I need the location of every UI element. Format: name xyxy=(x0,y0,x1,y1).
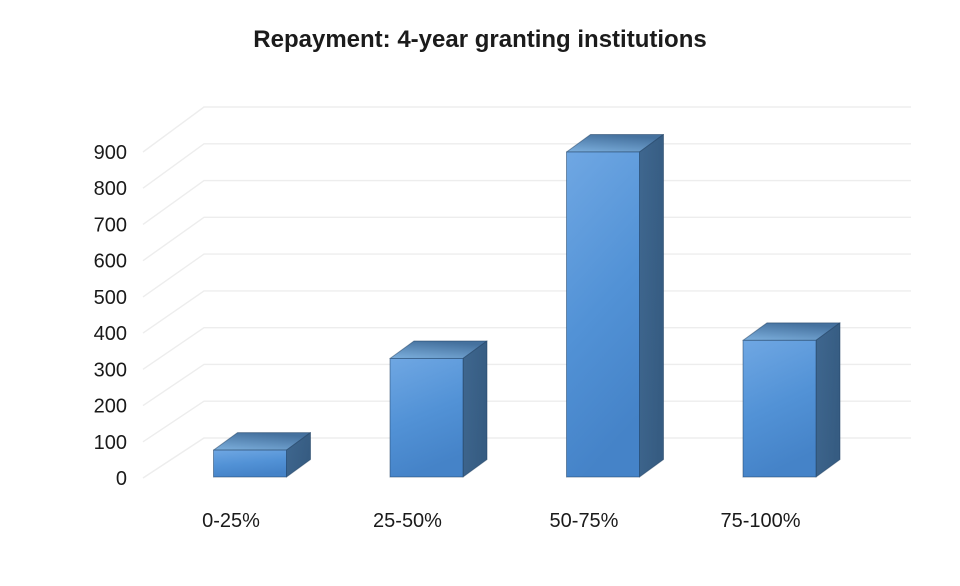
y-axis-tick-label: 300 xyxy=(94,359,127,381)
bar-50-75%[interactable] xyxy=(566,134,664,478)
chart-title: Repayment: 4-year granting institutions xyxy=(253,26,707,53)
bar-front-face[interactable] xyxy=(213,449,287,478)
x-axis-category-label: 75-100% xyxy=(720,510,800,532)
grid-line-600 xyxy=(142,216,911,262)
bar-side-face[interactable] xyxy=(639,134,664,478)
grid-line-900 xyxy=(142,106,911,153)
grid-line-100 xyxy=(142,400,911,443)
bar-front-face[interactable] xyxy=(566,151,640,478)
y-axis-tick-label: 700 xyxy=(94,214,127,236)
x-axis-category-label: 25-50% xyxy=(373,510,442,532)
grid-line-800 xyxy=(142,143,911,189)
grid-line-200 xyxy=(142,363,911,407)
y-axis-tick-label: 400 xyxy=(94,323,127,345)
gridlines xyxy=(142,106,911,479)
y-axis-labels: 0 100 200 300 400 500 600 700 800 900 xyxy=(94,142,127,490)
x-axis-category-label: 0-25% xyxy=(202,510,260,532)
bar-side-face[interactable] xyxy=(462,340,488,478)
y-axis-tick-label: 800 xyxy=(94,178,127,200)
x-axis-labels: 0-25% 25-50% 50-75% 75-100% xyxy=(202,510,801,532)
bar-side-face[interactable] xyxy=(815,322,841,478)
grid-line-0 xyxy=(142,437,911,479)
bar-0-25%[interactable] xyxy=(213,432,311,478)
grid-line-500 xyxy=(142,253,911,298)
grid-line-700 xyxy=(142,179,911,226)
y-axis-tick-label: 200 xyxy=(94,396,127,418)
y-axis-tick-label: 600 xyxy=(94,251,127,273)
bars xyxy=(213,134,841,478)
chart-plot-area: 0 100 200 300 400 500 600 700 800 900 0-25% 25-50% 5… xyxy=(94,106,911,532)
grid-line-400 xyxy=(142,290,911,334)
y-axis-tick-label: 0 xyxy=(116,468,127,490)
y-axis-tick-label: 100 xyxy=(94,432,127,454)
grid-line-300 xyxy=(142,326,911,370)
bar-front-face[interactable] xyxy=(389,357,464,478)
bar-75-100%[interactable] xyxy=(742,322,841,478)
y-axis-tick-label: 900 xyxy=(94,142,127,164)
bar-front-face[interactable] xyxy=(742,339,817,478)
x-axis-category-label: 50-75% xyxy=(550,510,619,532)
bar-25-50%[interactable] xyxy=(389,340,488,478)
y-axis-tick-label: 500 xyxy=(94,287,127,309)
